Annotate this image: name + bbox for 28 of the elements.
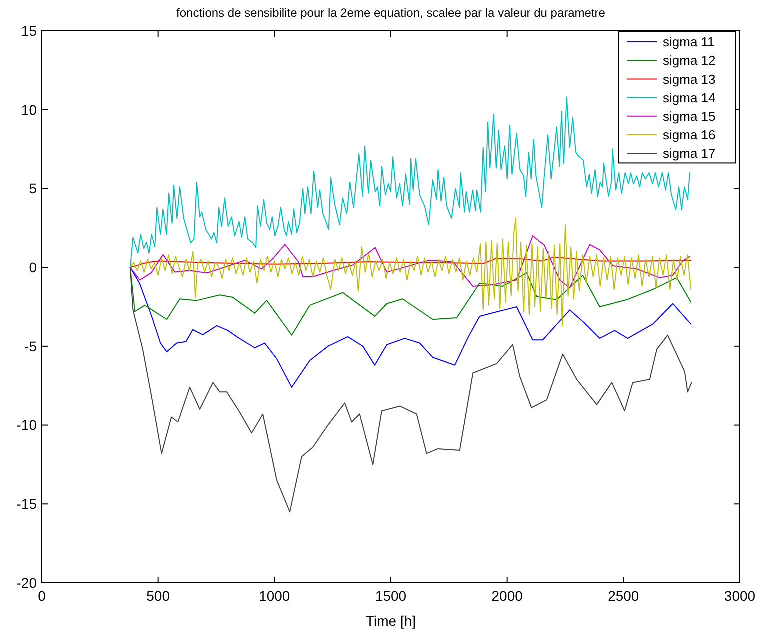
y-tick-label: -10 bbox=[16, 417, 38, 434]
line-series bbox=[130, 218, 692, 326]
legend-label: sigma 15 bbox=[663, 108, 716, 124]
y-tick-label: 5 bbox=[29, 180, 38, 197]
y-tick-label: -20 bbox=[16, 574, 38, 591]
line-series bbox=[130, 267, 692, 388]
y-tick-label: 0 bbox=[29, 259, 38, 276]
x-tick-label: 2000 bbox=[492, 588, 524, 604]
y-tick-label: 10 bbox=[21, 102, 38, 118]
legend-label: sigma 13 bbox=[663, 72, 716, 87]
y-tick-label: -15 bbox=[16, 496, 38, 512]
line-series bbox=[130, 256, 692, 268]
legend-label: sigma 12 bbox=[663, 53, 716, 68]
legend-label: sigma 16 bbox=[663, 128, 716, 143]
line-series bbox=[130, 267, 692, 513]
legend-label: sigma 14 bbox=[663, 90, 716, 106]
x-tick-label: 1000 bbox=[259, 588, 290, 604]
x-tick-label: 500 bbox=[146, 588, 170, 604]
x-axis-title: Time [h] bbox=[366, 613, 416, 629]
chart-title: fonctions de sensibilite pour la 2eme equation, scalee par la valeur du parametre bbox=[176, 6, 606, 20]
x-tick-label: 3000 bbox=[724, 588, 756, 604]
y-tick-label: 15 bbox=[21, 22, 38, 39]
y-tick-label: -5 bbox=[24, 338, 38, 354]
x-tick-label: 2500 bbox=[608, 588, 640, 604]
legend-label: sigma 11 bbox=[663, 34, 715, 50]
line-series bbox=[130, 236, 690, 289]
x-tick-label: 1500 bbox=[375, 588, 407, 604]
legend-label: sigma 17 bbox=[663, 146, 716, 162]
